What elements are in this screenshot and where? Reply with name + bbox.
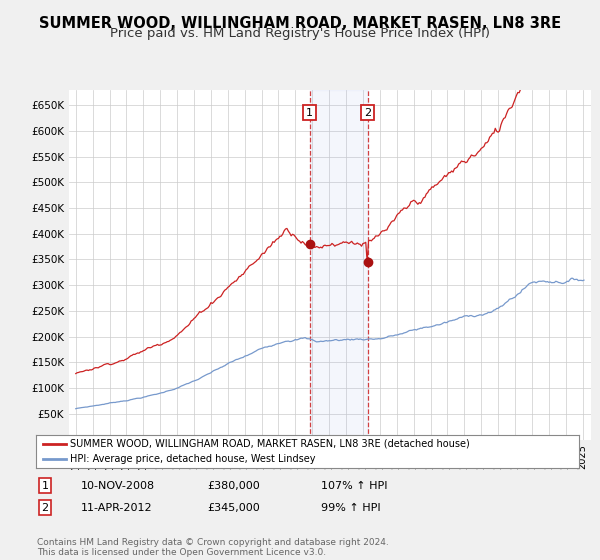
Text: 2: 2 [41, 503, 49, 513]
Text: SUMMER WOOD, WILLINGHAM ROAD, MARKET RASEN, LN8 3RE: SUMMER WOOD, WILLINGHAM ROAD, MARKET RAS… [39, 16, 561, 31]
Text: Contains HM Land Registry data © Crown copyright and database right 2024.
This d: Contains HM Land Registry data © Crown c… [37, 538, 389, 557]
Bar [310, 90, 368, 440]
Text: £345,000: £345,000 [207, 503, 260, 513]
Text: Price paid vs. HM Land Registry's House Price Index (HPI): Price paid vs. HM Land Registry's House … [110, 27, 490, 40]
Text: HPI: Average price, detached house, West Lindsey: HPI: Average price, detached house, West… [70, 454, 315, 464]
Text: SUMMER WOOD, WILLINGHAM ROAD, MARKET RASEN, LN8 3RE (detached house): SUMMER WOOD, WILLINGHAM ROAD, MARKET RAS… [70, 438, 469, 449]
Text: £380,000: £380,000 [207, 480, 260, 491]
Text: 10-NOV-2008: 10-NOV-2008 [81, 480, 155, 491]
Text: 11-APR-2012: 11-APR-2012 [81, 503, 152, 513]
Text: 1: 1 [41, 480, 49, 491]
Text: 1: 1 [306, 108, 313, 118]
Text: 2: 2 [364, 108, 371, 118]
Text: 99% ↑ HPI: 99% ↑ HPI [321, 503, 380, 513]
Text: 107% ↑ HPI: 107% ↑ HPI [321, 480, 388, 491]
